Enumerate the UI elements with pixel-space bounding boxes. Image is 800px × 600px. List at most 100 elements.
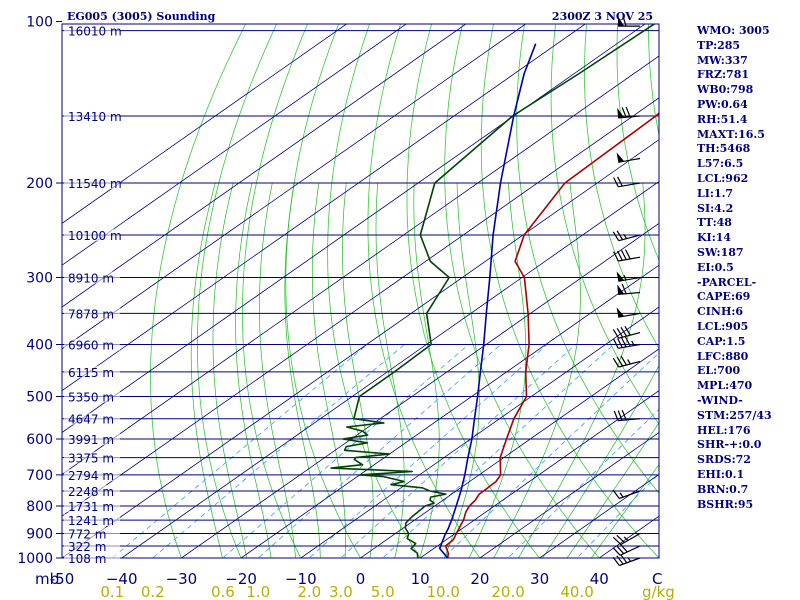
mixing-ratio-unit-label: g/kg: [642, 583, 675, 600]
moist-adiabat: [590, 463, 659, 558]
isotherm: [121, 181, 659, 558]
index-item: FRZ:781: [697, 68, 750, 82]
barb-flag: [625, 106, 631, 118]
height-label-bg: [64, 552, 120, 564]
wind-barb: [612, 489, 641, 500]
height-label: 3375 m: [68, 452, 114, 466]
pressure-label: 100: [26, 15, 53, 31]
dry-adiabat: [367, 24, 481, 558]
barb-flag: [621, 409, 627, 421]
wind-barb: [612, 325, 641, 339]
barb-flag: [617, 410, 623, 421]
barb-half-flag: [623, 233, 628, 239]
wind-barb: [612, 230, 641, 242]
barb-flag: [612, 357, 620, 368]
dry-adiabat: [616, 24, 659, 262]
isotherm: [62, 55, 659, 475]
barb-flag: [616, 356, 624, 367]
moist-adiabat: [284, 182, 321, 558]
index-item: SW:187: [697, 245, 744, 259]
wind-barb: [616, 152, 641, 163]
observation-time: 2300Z 3 NOV 25: [552, 10, 653, 23]
index-item: EL:700: [697, 364, 741, 378]
temperature-label: 0: [356, 570, 366, 588]
index-item: STM:257/43: [697, 408, 772, 422]
dry-adiabat: [550, 24, 659, 425]
index-item: WMO: 3005: [697, 24, 770, 37]
barb-flag: [616, 534, 625, 543]
height-label: 10100 m: [68, 229, 122, 243]
temperature-label: −20: [225, 570, 257, 588]
mixing-ratio-line: [442, 352, 659, 558]
height-label-bg: [64, 500, 120, 512]
barb-flag: [616, 545, 625, 555]
isotherm: [62, 139, 659, 558]
parcel-line: [438, 43, 537, 558]
height-label-bg: [64, 177, 120, 189]
height-label-bg: [64, 451, 120, 464]
index-item: MAXT:16.5: [697, 127, 765, 141]
wind-barb: [612, 532, 641, 546]
background-grid: [62, 24, 659, 558]
pressure-label: 600: [26, 432, 53, 448]
wind-barb: [612, 543, 641, 556]
pressure-label: 500: [26, 390, 53, 406]
height-label: 13410 m: [68, 110, 122, 124]
moist-adiabat: [190, 182, 223, 558]
isotherm: [300, 306, 659, 558]
barb-flag: [620, 326, 628, 337]
wind-barb: [613, 176, 641, 188]
height-label-bg: [64, 307, 120, 320]
height-label-bg: [64, 110, 120, 122]
height-label: 7878 m: [68, 307, 114, 321]
index-item: BRN:0.7: [697, 482, 749, 496]
barb-half-flag: [627, 359, 631, 365]
barb-flag: [612, 547, 621, 556]
isotherm: [479, 432, 659, 558]
mixing-ratio-label: 20.0: [491, 583, 524, 600]
isotherm: [180, 222, 659, 558]
index-item: LI:1.7: [697, 186, 734, 200]
temperature-label: 40: [590, 570, 609, 588]
index-item: SI:4.2: [697, 201, 734, 215]
index-item: EI:0.5: [697, 260, 734, 274]
barb-flag: [613, 251, 619, 262]
station-title: EG005 (3005) Sounding: [67, 10, 216, 23]
height-label-bg: [64, 540, 120, 552]
wind-barb: [617, 283, 641, 295]
mixing-ratio-line: [340, 344, 577, 558]
height-label: 2794 m: [68, 469, 114, 483]
index-item: CAP:1.5: [697, 334, 746, 348]
height-label: 3991 m: [68, 433, 114, 447]
height-label: 1241 m: [68, 514, 114, 528]
index-item: TH:5468: [697, 142, 751, 156]
dry-adiabat: [480, 24, 659, 558]
moist-adiabat: [212, 182, 248, 558]
wind-barb: [616, 271, 641, 282]
mixing-ratio-label: 10.0: [426, 583, 459, 600]
moist-adiabat: [342, 182, 374, 558]
height-label: 4647 m: [68, 413, 114, 427]
temperature-label: −40: [106, 570, 138, 588]
index-item: SRDS:72: [697, 453, 751, 467]
barb-flag: [616, 327, 624, 338]
index-item: MW:337: [697, 53, 748, 67]
barb-flag: [621, 283, 627, 294]
height-label: 1731 m: [68, 500, 114, 514]
isotherm: [62, 24, 407, 266]
height-label: 16010 m: [68, 25, 122, 39]
barb-flag: [620, 355, 628, 366]
barb-flag: [624, 336, 631, 347]
index-panel: WMO: 3005 TP:285 MW:337 FRZ:781 WB0:798 PW:0.…: [697, 24, 797, 512]
temperature-unit-label: C: [652, 570, 662, 588]
index-item: SHR-+:0.0: [697, 438, 762, 452]
barb-flag: [613, 177, 619, 188]
barb-flag: [620, 554, 628, 564]
height-label-bg: [64, 390, 120, 403]
isotherm: [62, 24, 527, 350]
barb-pennant: [616, 152, 625, 163]
pressure-unit-label: mb: [35, 570, 59, 588]
